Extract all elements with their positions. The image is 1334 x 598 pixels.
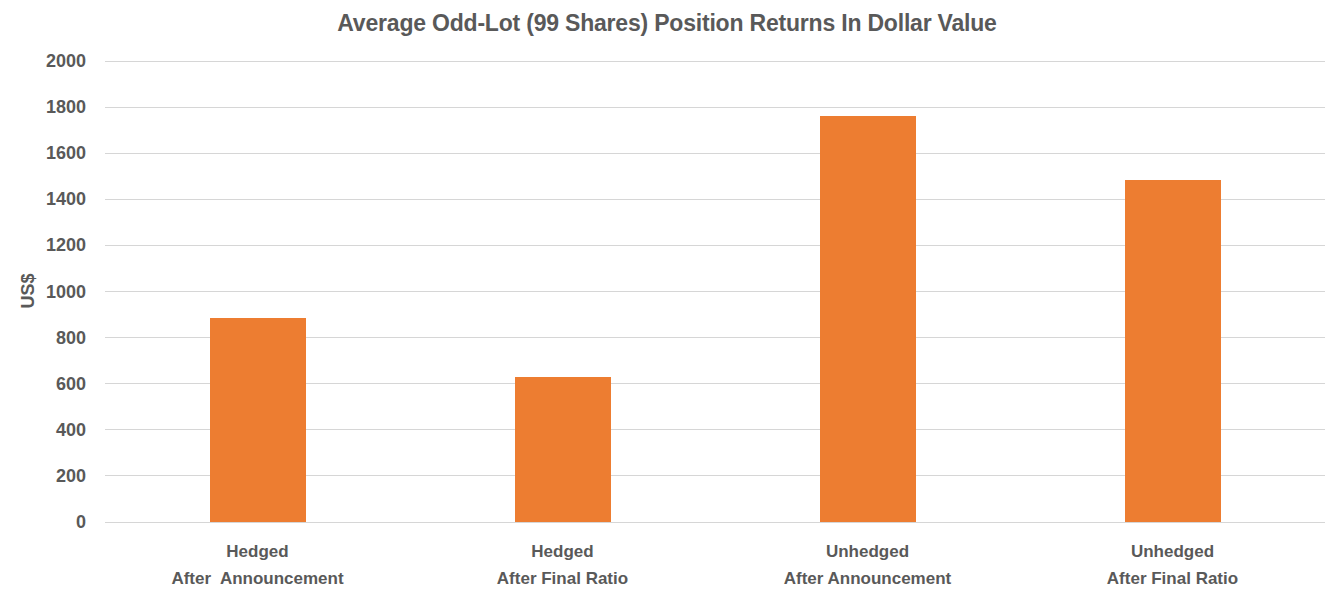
x-category-label: Unhedged After Announcement [703, 538, 1033, 592]
gridline [105, 61, 1325, 62]
y-tick-label: 200 [0, 465, 86, 486]
y-tick-label: 1600 [0, 143, 86, 164]
y-tick-label: 1000 [0, 281, 86, 302]
gridline [105, 107, 1325, 108]
y-tick-label: 0 [0, 512, 86, 533]
gridline [105, 153, 1325, 154]
x-category-label: Unhedged After Final Ratio [1008, 538, 1334, 592]
bar [210, 318, 306, 522]
y-tick-label: 600 [0, 373, 86, 394]
x-category-label: Hedged After Announcement [93, 538, 423, 592]
y-tick-label: 2000 [0, 51, 86, 72]
y-tick-label: 400 [0, 419, 86, 440]
chart-title: Average Odd-Lot (99 Shares) Position Ret… [0, 10, 1334, 37]
bar-chart: Average Odd-Lot (99 Shares) Position Ret… [0, 0, 1334, 598]
bar [515, 377, 611, 522]
y-tick-label: 1400 [0, 189, 86, 210]
bar [820, 116, 916, 522]
y-tick-label: 1800 [0, 97, 86, 118]
y-tick-label: 1200 [0, 235, 86, 256]
bar [1125, 180, 1221, 522]
y-tick-label: 800 [0, 327, 86, 348]
x-category-label: Hedged After Final Ratio [398, 538, 728, 592]
